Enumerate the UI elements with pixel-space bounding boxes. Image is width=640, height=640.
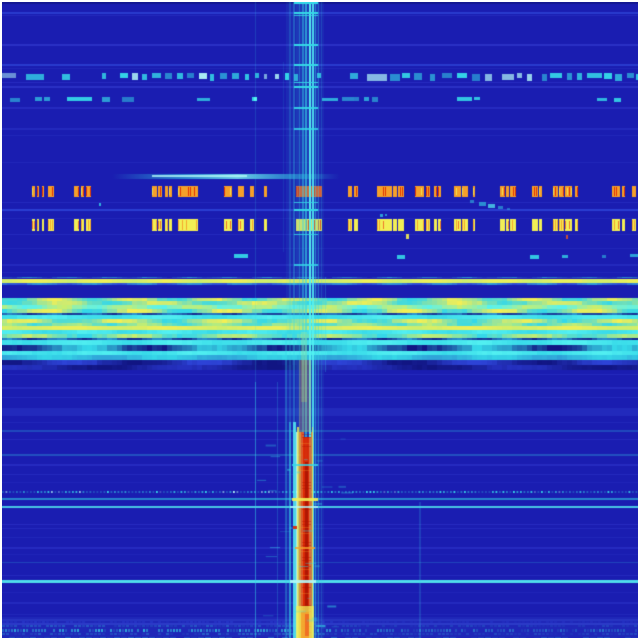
spectrogram-heatmap-canvas [2, 2, 638, 638]
spectrogram-figure [0, 0, 640, 640]
